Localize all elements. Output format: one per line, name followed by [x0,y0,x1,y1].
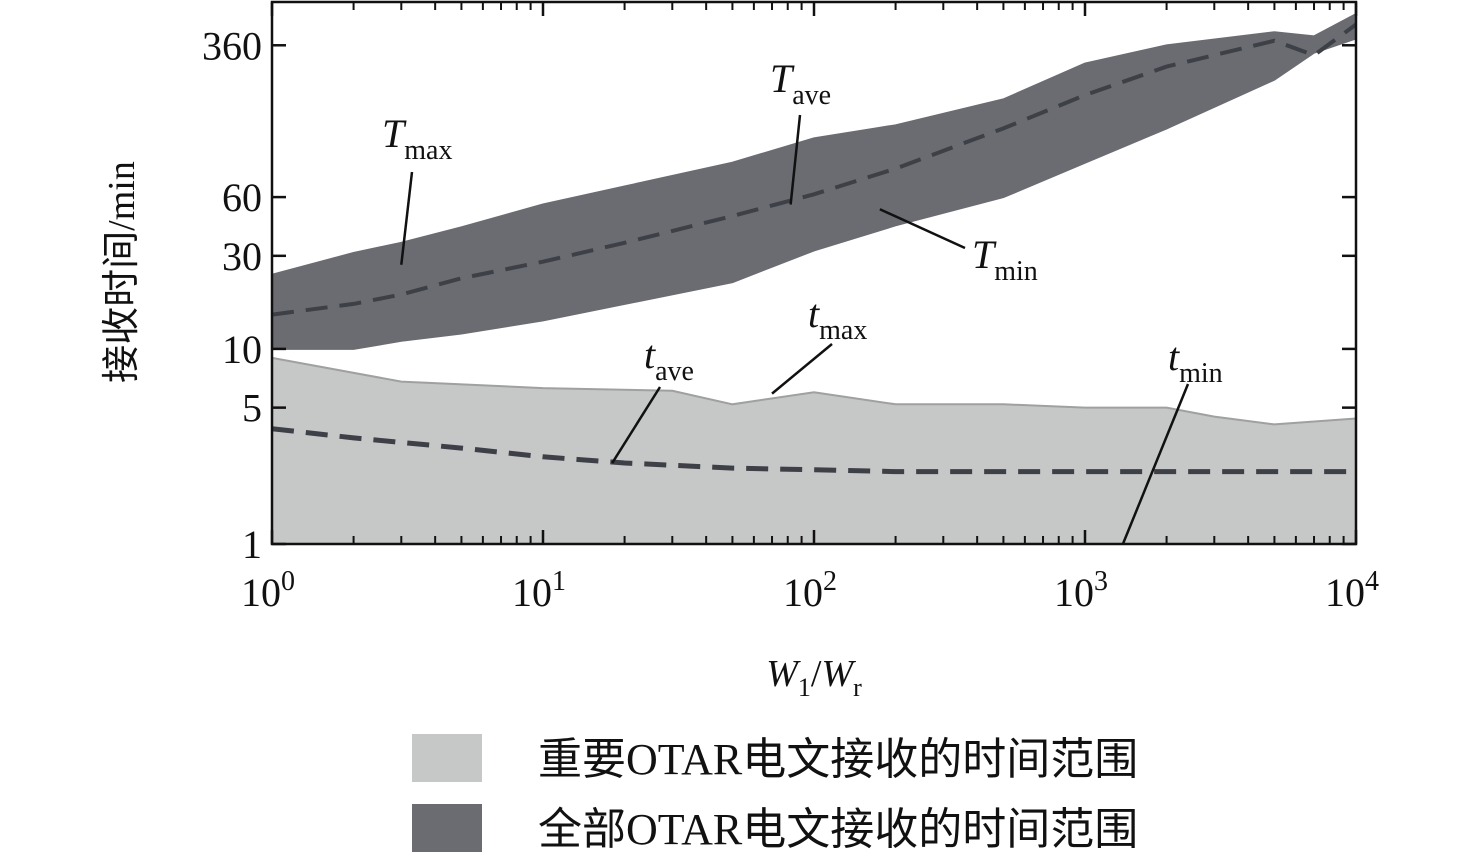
legend-label: 重要OTAR电文接收的时间范围 [538,735,1138,784]
annotation-t_max: tmax [808,291,867,346]
legend-swatch [412,734,482,782]
series-all-range-band [272,12,1356,350]
x-tick-label: 101 [512,566,566,615]
annotation-T_ave: Tave [770,56,831,111]
x-tick-label: 102 [783,566,837,615]
plot-area [272,12,1356,544]
annotation-leader-T_ave [789,114,802,205]
x-tick-label: 104 [1325,566,1379,615]
annotation-leader-t_ave [611,386,662,464]
y-tick-label: 30 [222,234,262,279]
x-tick-label: 103 [1054,566,1108,615]
y-tick-label: 60 [222,175,262,220]
axes: 100 101 102 103 104 1 5 10 30 60 360 W1/Wr 接收时间/min [101,0,1379,702]
x-axis-label: W1/Wr [766,653,862,702]
annotation-T_max: Tmax [382,111,452,166]
annotations: Tmax Tave Tmin tmax tave tmin [382,56,1223,545]
series-all-average-line [272,22,1356,317]
y-tick-label: 360 [202,23,262,68]
annotation-leader-t_min [1121,383,1190,545]
y-axis-label: 接收时间/min [101,161,143,383]
annotation-leader-T_min [879,208,966,250]
y-tick-label: 10 [222,327,262,372]
series-group [272,12,1356,544]
annotation-leader-t_max [771,343,833,395]
y-tick-label: 5 [242,386,262,431]
annotation-T_min: Tmin [972,232,1038,287]
annotation-leader-T_max [400,171,414,265]
legend-label: 全部OTAR电文接收的时间范围 [538,805,1138,854]
series-important-average-line [272,426,1356,475]
annotation-t_min: tmin [1168,334,1223,389]
legend-swatch [412,804,482,852]
y-tick-label: 1 [242,522,262,567]
series-important-range-band [272,356,1356,544]
annotation-t_ave: tave [644,332,694,387]
x-tick-label: 100 [241,566,295,615]
